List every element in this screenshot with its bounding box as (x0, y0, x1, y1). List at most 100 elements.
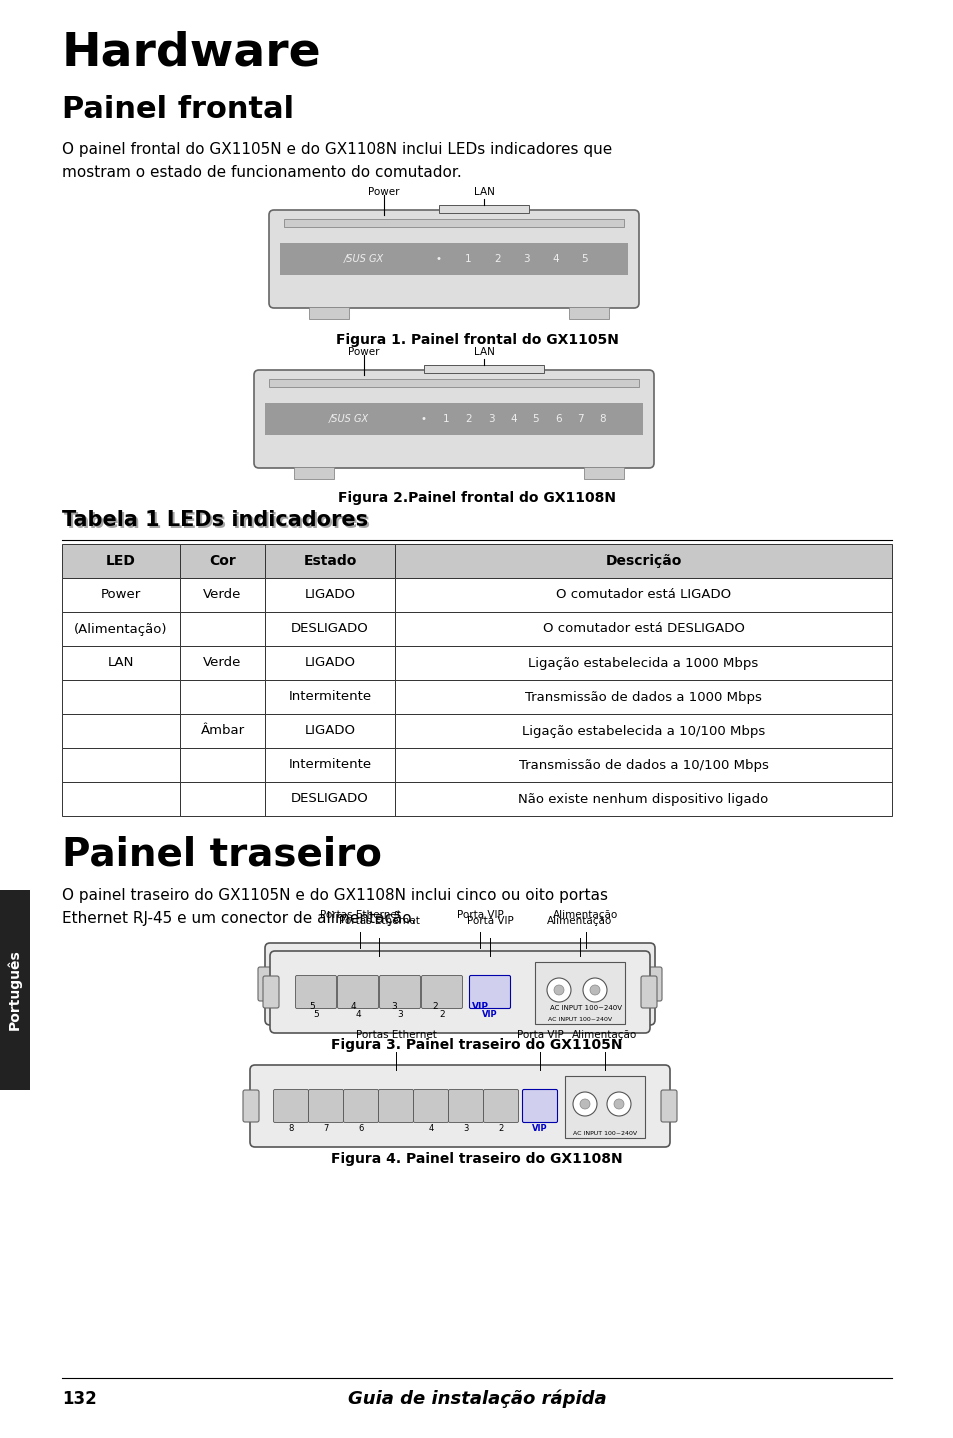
Bar (395, 715, 891, 748)
Text: 6: 6 (358, 1125, 363, 1133)
FancyBboxPatch shape (469, 975, 510, 1008)
Bar (290, 966, 510, 1004)
Bar (62, 646, 180, 680)
Text: 5: 5 (580, 255, 587, 265)
Text: 4: 4 (355, 1009, 360, 1020)
Text: 3: 3 (396, 1009, 402, 1020)
Bar (180, 646, 265, 680)
Text: LIGADO: LIGADO (304, 588, 355, 601)
Text: 2: 2 (432, 1002, 437, 1011)
FancyBboxPatch shape (413, 1090, 448, 1123)
Bar (395, 748, 891, 782)
Text: /SUS GX: /SUS GX (344, 255, 384, 265)
Text: LAN: LAN (473, 187, 494, 197)
Circle shape (553, 969, 575, 991)
Text: Intermitente: Intermitente (288, 690, 371, 703)
Text: 3: 3 (463, 1125, 468, 1133)
Text: Alimentação: Alimentação (572, 1030, 637, 1040)
Text: LIGADO: LIGADO (304, 725, 355, 738)
Text: Português: Português (8, 949, 22, 1031)
FancyBboxPatch shape (343, 1090, 378, 1123)
Circle shape (546, 978, 571, 1002)
Text: Guia de instalação rápida: Guia de instalação rápida (347, 1391, 606, 1408)
Text: Intermitente: Intermitente (288, 758, 371, 772)
Text: Descrição: Descrição (604, 554, 681, 568)
Bar (62, 680, 180, 715)
Text: 5: 5 (309, 1002, 314, 1011)
FancyBboxPatch shape (257, 966, 274, 1001)
Text: LAN: LAN (108, 657, 134, 670)
Text: Power: Power (368, 187, 399, 197)
Bar (265, 748, 395, 782)
Bar (284, 219, 623, 227)
Text: 4: 4 (552, 255, 558, 265)
FancyBboxPatch shape (243, 1090, 258, 1122)
Text: Verde: Verde (203, 657, 241, 670)
Bar (395, 646, 891, 680)
Bar (280, 243, 627, 275)
Bar (294, 467, 334, 479)
Text: 2: 2 (494, 255, 500, 265)
Text: AC INPUT 100~240V: AC INPUT 100~240V (573, 1132, 637, 1136)
Text: 8: 8 (598, 414, 605, 424)
Text: VIP: VIP (481, 1009, 497, 1020)
Text: 5: 5 (532, 414, 538, 424)
Text: Painel traseiro: Painel traseiro (62, 835, 381, 874)
Text: 3: 3 (391, 1002, 396, 1011)
FancyBboxPatch shape (274, 1090, 308, 1123)
Text: Power: Power (101, 588, 141, 601)
Text: AC INPUT 100~240V: AC INPUT 100~240V (547, 1017, 612, 1022)
Text: Tabela 1 LEDs indicadores: Tabela 1 LEDs indicadores (62, 510, 368, 531)
Text: 4: 4 (510, 414, 517, 424)
FancyBboxPatch shape (421, 975, 462, 1008)
Text: Alimentação: Alimentação (553, 910, 618, 920)
FancyBboxPatch shape (416, 969, 454, 999)
Bar (438, 206, 529, 213)
Text: 7: 7 (577, 414, 583, 424)
Text: Transmissão de dados a 1000 Mbps: Transmissão de dados a 1000 Mbps (524, 690, 761, 703)
Text: Porta VIP: Porta VIP (456, 910, 503, 920)
Text: 3: 3 (522, 255, 529, 265)
Text: Porta VIP: Porta VIP (517, 1030, 563, 1040)
Bar (423, 365, 543, 372)
Circle shape (573, 1091, 597, 1116)
Bar (395, 782, 891, 815)
Bar (180, 578, 265, 613)
Circle shape (614, 1099, 623, 1109)
Text: AC INPUT 100~240V: AC INPUT 100~240V (550, 1005, 621, 1011)
Bar (265, 613, 395, 646)
Bar (568, 306, 608, 319)
Text: 6: 6 (555, 414, 561, 424)
Circle shape (554, 985, 563, 995)
Text: 132: 132 (62, 1391, 96, 1408)
Text: 1: 1 (442, 414, 449, 424)
Text: 5: 5 (313, 1009, 318, 1020)
Bar (180, 748, 265, 782)
Text: Alimentação: Alimentação (547, 916, 612, 926)
Text: DESLIGADO: DESLIGADO (291, 623, 369, 636)
FancyBboxPatch shape (308, 1090, 343, 1123)
Bar (265, 646, 395, 680)
Text: 4: 4 (350, 1002, 355, 1011)
Text: 2: 2 (438, 1009, 444, 1020)
FancyBboxPatch shape (448, 1090, 483, 1123)
Text: Hardware: Hardware (62, 30, 321, 75)
Text: LED: LED (106, 554, 135, 568)
FancyBboxPatch shape (269, 210, 639, 308)
FancyBboxPatch shape (250, 1066, 669, 1148)
FancyBboxPatch shape (270, 951, 649, 1032)
Text: O comutador está DESLIGADO: O comutador está DESLIGADO (542, 623, 743, 636)
Circle shape (586, 969, 608, 991)
FancyBboxPatch shape (483, 1090, 518, 1123)
Bar (62, 544, 180, 578)
Text: Portas Ethernet: Portas Ethernet (355, 1030, 436, 1040)
FancyBboxPatch shape (660, 1090, 677, 1122)
Bar (62, 613, 180, 646)
Bar (309, 306, 349, 319)
Bar (62, 748, 180, 782)
Text: LAN: LAN (473, 347, 494, 357)
Text: Porta VIP: Porta VIP (466, 916, 513, 926)
Bar (564, 1076, 644, 1137)
Circle shape (606, 1091, 630, 1116)
Text: Âmbar: Âmbar (200, 725, 244, 738)
